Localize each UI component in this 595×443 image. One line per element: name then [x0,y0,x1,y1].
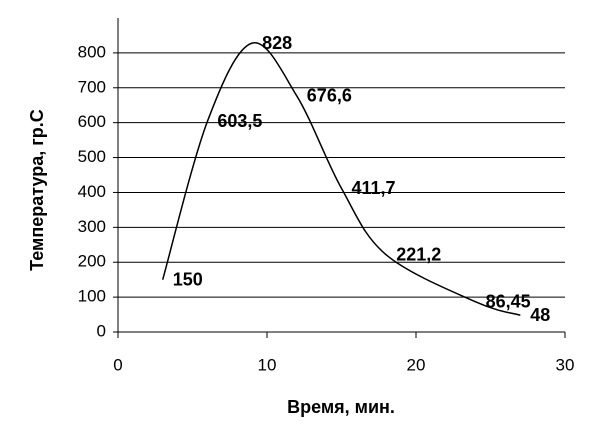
y-tick-label: 200 [78,252,106,271]
y-tick-label: 400 [78,182,106,201]
data-label: 150 [173,269,203,289]
data-label: 411,7 [352,178,396,198]
y-tick-label: 700 [78,77,106,96]
data-label: 828 [262,33,292,53]
data-label: 603,5 [217,111,262,131]
x-tick-label: 20 [407,355,426,374]
y-tick-label: 300 [78,217,106,236]
line [161,42,521,316]
y-tick-label: 0 [97,321,106,340]
x-tick-label: 0 [113,355,122,374]
data-label: 86,45 [486,292,531,312]
x-axis-title: Время, мин. [287,397,395,417]
x-tick-label: 10 [258,355,277,374]
data-label: 221,2 [396,245,441,265]
y-tick-label: 500 [78,147,106,166]
y-tick-label: 800 [78,42,106,61]
y-tick-label: 600 [78,112,106,131]
y-axis-title: Температура, гр.С [27,109,47,271]
y-tick-label: 100 [78,287,106,306]
data-label: 48 [530,305,550,325]
x-tick-label: 30 [556,355,575,374]
data-label: 676,6 [307,86,352,106]
